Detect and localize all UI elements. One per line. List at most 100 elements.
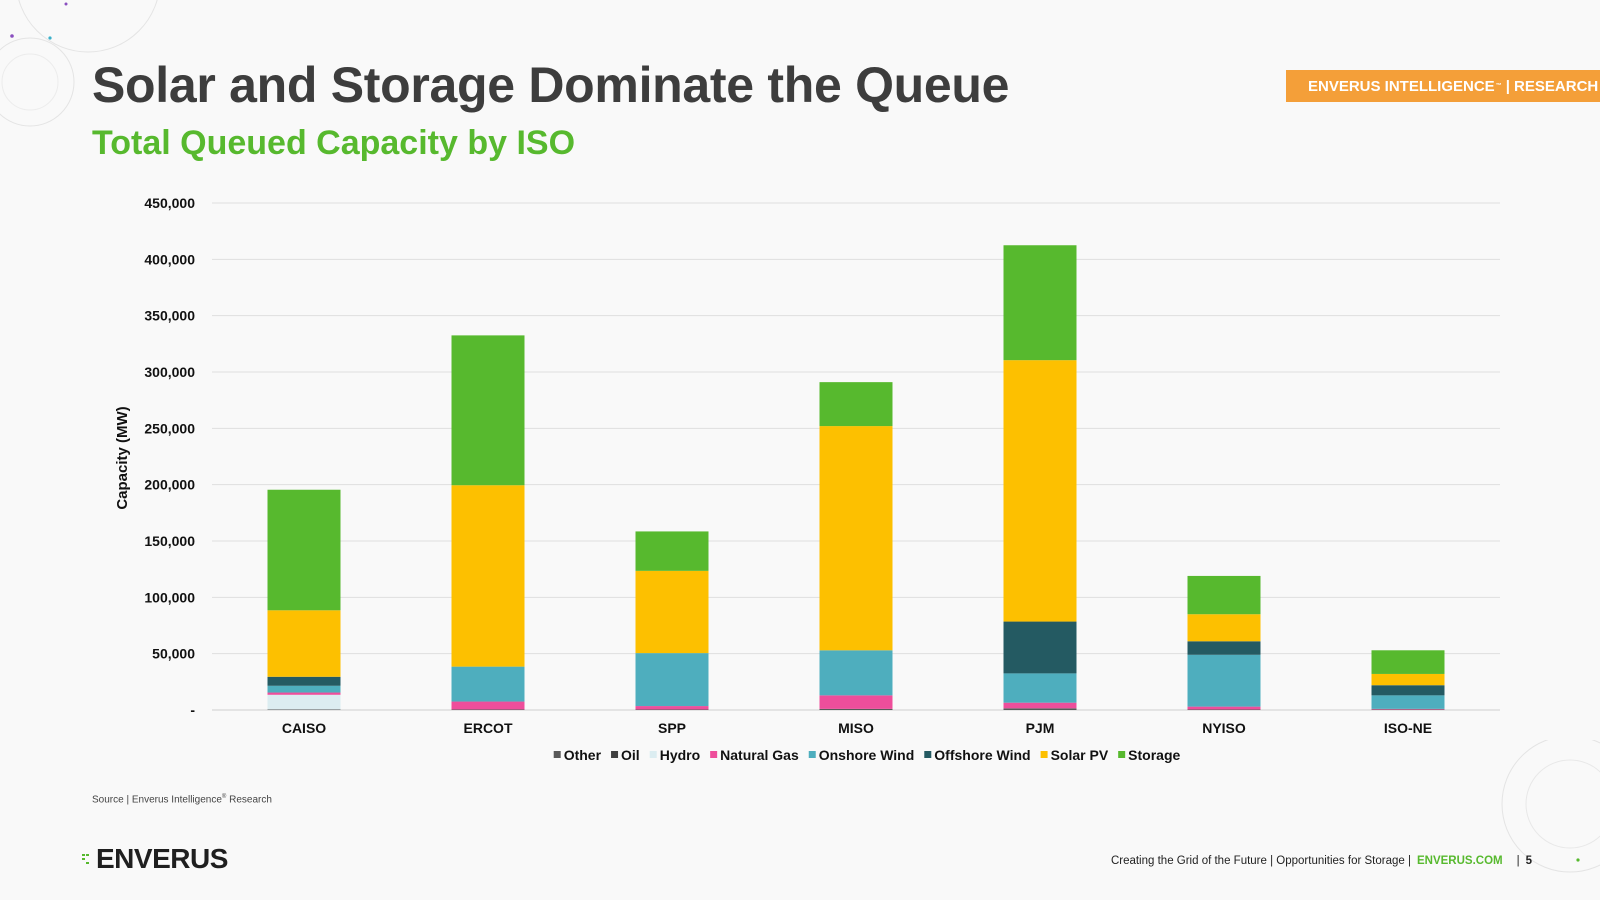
bar-segment-onshore-wind: [635, 653, 709, 707]
legend-swatch: [808, 751, 816, 758]
legend-swatch: [924, 751, 932, 758]
bar-segment-other: [451, 709, 525, 710]
bar-segment-natural-gas: [1003, 702, 1077, 709]
source-registered-mark: ®: [221, 794, 227, 800]
legend-swatch: [553, 751, 561, 758]
bar-segment-storage: [267, 489, 341, 611]
bar-segment-other: [1003, 708, 1077, 710]
legend-label: Oil: [621, 747, 640, 763]
legend-item-oil: Oil: [611, 747, 640, 763]
legend-item-other: Other: [553, 747, 602, 763]
x-axis-ticks: CAISO ERCOT SPP MISO PJM NYISO ISO-NE: [282, 720, 1432, 736]
y-axis-ticks: - 50,000 100,000 150,000 200,000 250,000 300,0…: [144, 195, 195, 718]
y-tick-label: 100,000: [144, 589, 195, 605]
stacked-bar-chart: - 50,000 100,000 150,000 200,000 250,000 300,0…: [114, 195, 1500, 763]
legend: Other Oil Hydro Natural Gas Onshore Wind Offs…: [553, 747, 1181, 763]
badge-trademark: ™: [1495, 83, 1502, 89]
logo-mark-icon: [82, 854, 89, 864]
bar-segment-offshore-wind: [267, 676, 341, 686]
bar-segment-hydro: [267, 694, 341, 710]
bar-segment-other: [267, 709, 341, 710]
x-tick-label: ERCOT: [464, 720, 513, 736]
y-tick-label: 350,000: [144, 308, 195, 324]
y-tick-label: 400,000: [144, 251, 195, 267]
bar-segment-onshore-wind: [451, 666, 525, 702]
bar-segment-storage: [1187, 575, 1261, 615]
bar-segment-natural-gas: [1187, 706, 1261, 710]
x-tick-label: MISO: [838, 720, 874, 736]
legend-swatch: [611, 751, 619, 758]
y-tick-label: 250,000: [144, 420, 195, 436]
x-tick-label: SPP: [658, 720, 686, 736]
footer: Creating the Grid of the Future | Opport…: [1111, 855, 1532, 867]
x-tick-label: PJM: [1026, 720, 1055, 736]
x-tick-label: CAISO: [282, 720, 326, 736]
bar-segment-solar-pv: [451, 485, 525, 667]
source-note: Source | Enverus Intelligence® Research: [92, 794, 272, 805]
y-tick-label: -: [190, 702, 195, 718]
bar-segment-solar-pv: [635, 570, 709, 654]
legend-label: Solar PV: [1051, 747, 1109, 763]
y-tick-label: 200,000: [144, 477, 195, 493]
bars: [267, 245, 1445, 710]
bar-segment-solar-pv: [267, 610, 341, 677]
bar-segment-offshore-wind: [1003, 621, 1077, 674]
bar-segment-onshore-wind: [1003, 673, 1077, 703]
y-tick-label: 50,000: [152, 646, 195, 662]
bar-segment-offshore-wind: [1187, 641, 1261, 655]
x-tick-label: NYISO: [1202, 720, 1246, 736]
page-subtitle: Total Queued Capacity by ISO: [92, 124, 576, 162]
legend-label: Natural Gas: [720, 747, 799, 763]
bar-segment-storage: [1003, 245, 1077, 361]
bar-segment-natural-gas: [1371, 708, 1445, 710]
legend-label: Offshore Wind: [934, 747, 1030, 763]
bar-segment-storage: [819, 382, 893, 427]
legend-item-natural-gas: Natural Gas: [710, 747, 799, 763]
bar-segment-other: [819, 708, 893, 710]
bar-segment-solar-pv: [819, 426, 893, 651]
legend-swatch: [1118, 751, 1126, 758]
bar-segment-solar-pv: [1003, 360, 1077, 622]
legend-swatch: [1040, 751, 1048, 758]
bar-segment-natural-gas: [819, 695, 893, 709]
bar-segment-offshore-wind: [1371, 685, 1445, 696]
bar-segment-other: [635, 709, 709, 710]
badge-suffix-text: | RESEARCH: [1505, 77, 1599, 95]
bar-segment-natural-gas: [635, 706, 709, 710]
bar-segment-onshore-wind: [267, 685, 341, 693]
source-suffix: Research: [226, 794, 272, 806]
bar-segment-storage: [1371, 650, 1445, 674]
legend-label: Storage: [1128, 747, 1180, 763]
bar-segment-onshore-wind: [819, 650, 893, 696]
footer-separator: |: [1516, 855, 1520, 867]
legend-item-onshore-wind: Onshore Wind: [808, 747, 915, 763]
footer-deck-title: Creating the Grid of the Future | Opport…: [1110, 855, 1411, 867]
bar-segment-solar-pv: [1371, 673, 1445, 686]
legend-item-solar-pv: Solar PV: [1040, 747, 1109, 763]
y-axis-label: Capacity (MW): [114, 406, 131, 509]
y-tick-label: 300,000: [144, 364, 195, 380]
source-prefix: Source | Enverus Intelligence: [92, 794, 222, 806]
bar-segment-onshore-wind: [1187, 654, 1261, 707]
y-tick-label: 150,000: [144, 533, 195, 549]
bar-segment-natural-gas: [451, 701, 525, 710]
bar-segment-natural-gas: [267, 692, 341, 695]
legend-item-storage: Storage: [1118, 747, 1181, 763]
bar-segment-oil: [1003, 708, 1077, 709]
logo-wordmark: ENVERUS: [96, 843, 228, 874]
enverus-logo: ENVERUS: [82, 843, 228, 875]
legend-item-hydro: Hydro: [649, 747, 700, 763]
bar-segment-solar-pv: [1187, 614, 1261, 642]
legend-swatch: [649, 751, 657, 758]
legend-label: Other: [564, 747, 602, 763]
x-tick-label: ISO-NE: [1384, 720, 1432, 736]
legend-label: Hydro: [660, 747, 700, 763]
y-tick-label: 450,000: [144, 195, 195, 211]
page-number: 5: [1525, 855, 1532, 867]
legend-label: Onshore Wind: [819, 747, 915, 763]
legend-swatch: [710, 751, 718, 758]
page-title: Solar and Storage Dominate the Queue: [92, 57, 1010, 113]
research-badge: ENVERUS INTELLIGENCE ™ | RESEARCH: [1286, 70, 1600, 102]
footer-website-link[interactable]: ENVERUS.COM: [1416, 855, 1503, 867]
bar-segment-other: [1187, 709, 1261, 710]
